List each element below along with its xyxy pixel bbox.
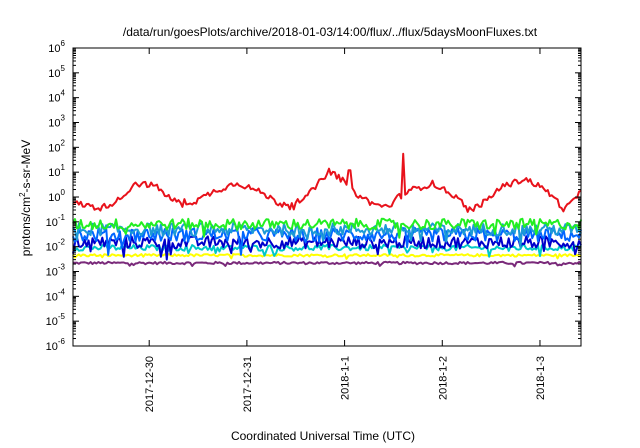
series-line — [72, 243, 582, 258]
y-axis-label-base: protons/cm — [19, 197, 33, 256]
y-tick-label: 106 — [48, 39, 65, 55]
series-line — [72, 253, 582, 260]
chart-title: /data/run/goesPlots/archive/2018-01-03/1… — [123, 25, 538, 39]
y-tick-label: 10-6 — [46, 337, 66, 353]
y-tick-label: 103 — [48, 114, 65, 130]
series-line — [72, 217, 582, 239]
y-tick-label: 10-3 — [46, 263, 66, 279]
y-tick-label: 10-4 — [46, 287, 66, 303]
y-axis-label-sup: 2 — [18, 192, 27, 197]
x-axis-label: Coordinated Universal Time (UTC) — [231, 429, 415, 443]
y-tick-label: 10-1 — [46, 213, 66, 229]
series-line — [72, 222, 582, 249]
x-tick-label: 2017-12-31 — [242, 356, 254, 412]
x-tick-label: 2018-1-3 — [535, 356, 547, 400]
x-tick-label: 2018-1-1 — [340, 356, 352, 400]
y-axis: 10-6 10-5 10-4 10-3 10-2 10-1 100 101 102 103 104 1… — [46, 39, 581, 353]
series-line — [72, 260, 582, 268]
y-axis-label-rest: -s-sr-MeV — [19, 140, 33, 193]
y-tick-label: 10-2 — [46, 238, 66, 254]
y-tick-label: 10-5 — [46, 312, 66, 328]
y-tick-label: 104 — [48, 89, 65, 105]
x-axis: 2017-12-30 2017-12-31 2018-1-1 2018-1-2 2018… — [144, 48, 547, 412]
series-line — [72, 152, 582, 213]
y-axis-label: protons/cm2-s-sr-MeV — [18, 140, 33, 256]
y-tick-label: 100 — [48, 188, 65, 204]
x-tick-label: 2018-1-2 — [437, 356, 449, 400]
plot-frame — [72, 47, 582, 347]
plot-area — [72, 152, 582, 268]
y-tick-label: 102 — [48, 138, 65, 154]
x-tick-label: 2017-12-30 — [144, 356, 156, 412]
y-tick-label: 101 — [48, 163, 65, 179]
y-tick-label: 105 — [48, 64, 65, 80]
